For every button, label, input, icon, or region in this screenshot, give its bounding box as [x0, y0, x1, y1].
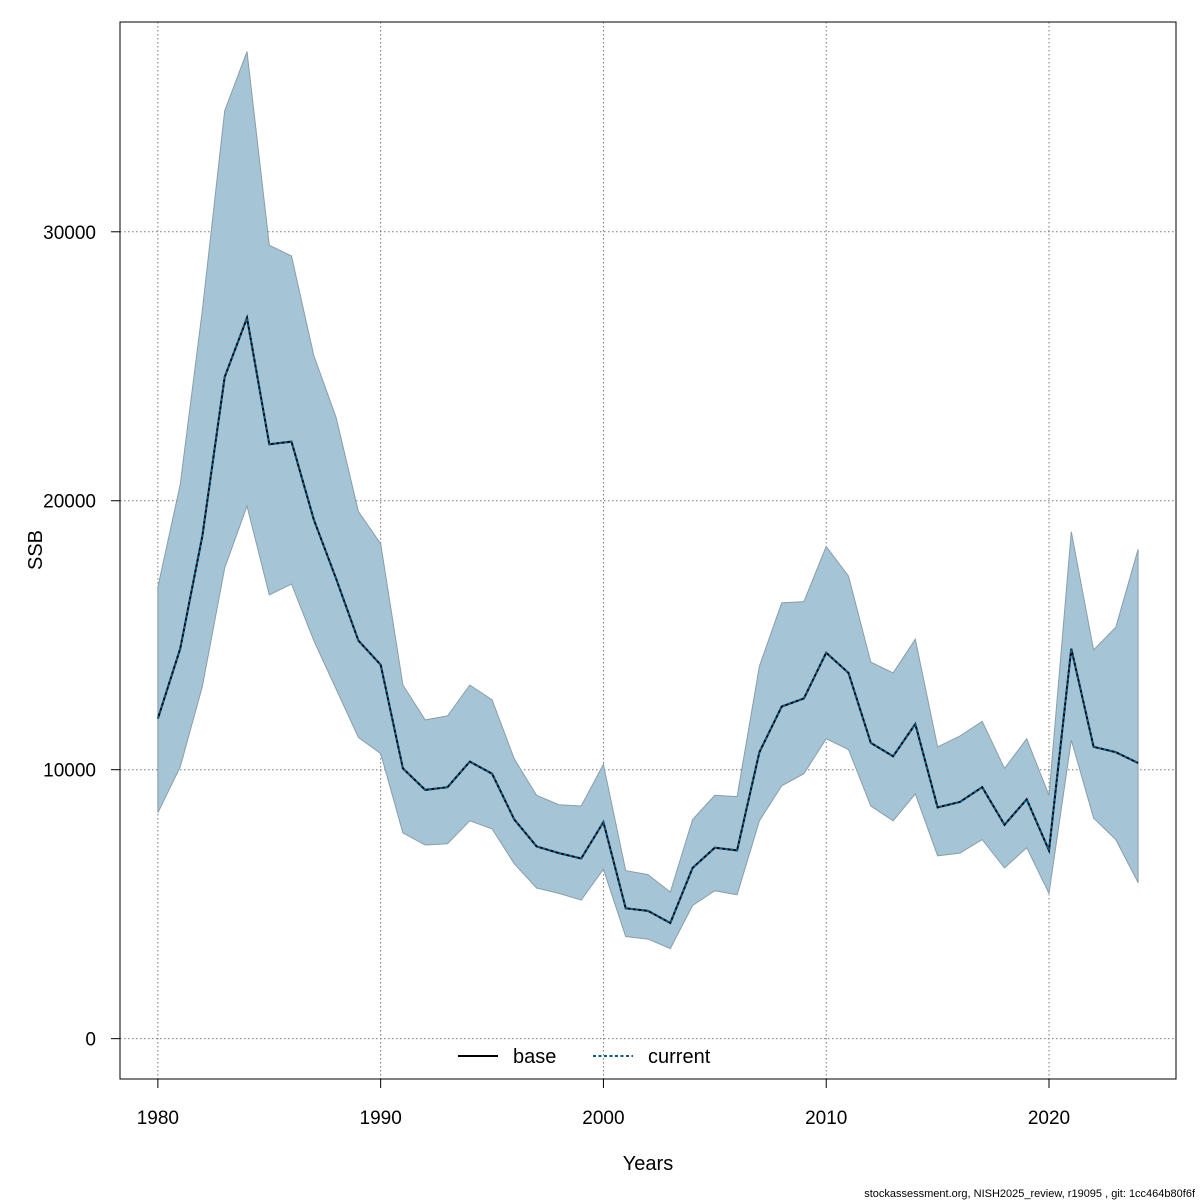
footer-note: stockassessment.org, NISH2025_review, r1…	[864, 1188, 1196, 1200]
y-tick-label-20000: 20000	[43, 492, 96, 513]
y-axis: 0 10000 20000 30000	[43, 223, 121, 1051]
legend-label-current: current	[648, 1046, 711, 1068]
y-axis-title: SSB	[25, 530, 47, 570]
x-tick-label-1980: 1980	[137, 1108, 179, 1129]
x-tick-label-2000: 2000	[582, 1108, 624, 1129]
series-line-current	[156, 314, 1139, 925]
y-tick-label-10000: 10000	[43, 761, 96, 782]
legend-label-base: base	[513, 1046, 556, 1068]
x-axis: 1980 1990 2000 2010 2020	[137, 1078, 1070, 1129]
x-tick-label-2010: 2010	[805, 1108, 847, 1129]
y-tick-label-30000: 30000	[43, 223, 96, 244]
grid	[120, 22, 1176, 1079]
x-axis-title: Years	[623, 1153, 673, 1175]
x-tick-label-2020: 2020	[1028, 1108, 1070, 1129]
confidence-band	[157, 51, 1139, 950]
x-tick-label-1990: 1990	[360, 1108, 402, 1129]
legend: base current	[458, 1046, 711, 1068]
y-tick-label-0: 0	[85, 1030, 96, 1051]
